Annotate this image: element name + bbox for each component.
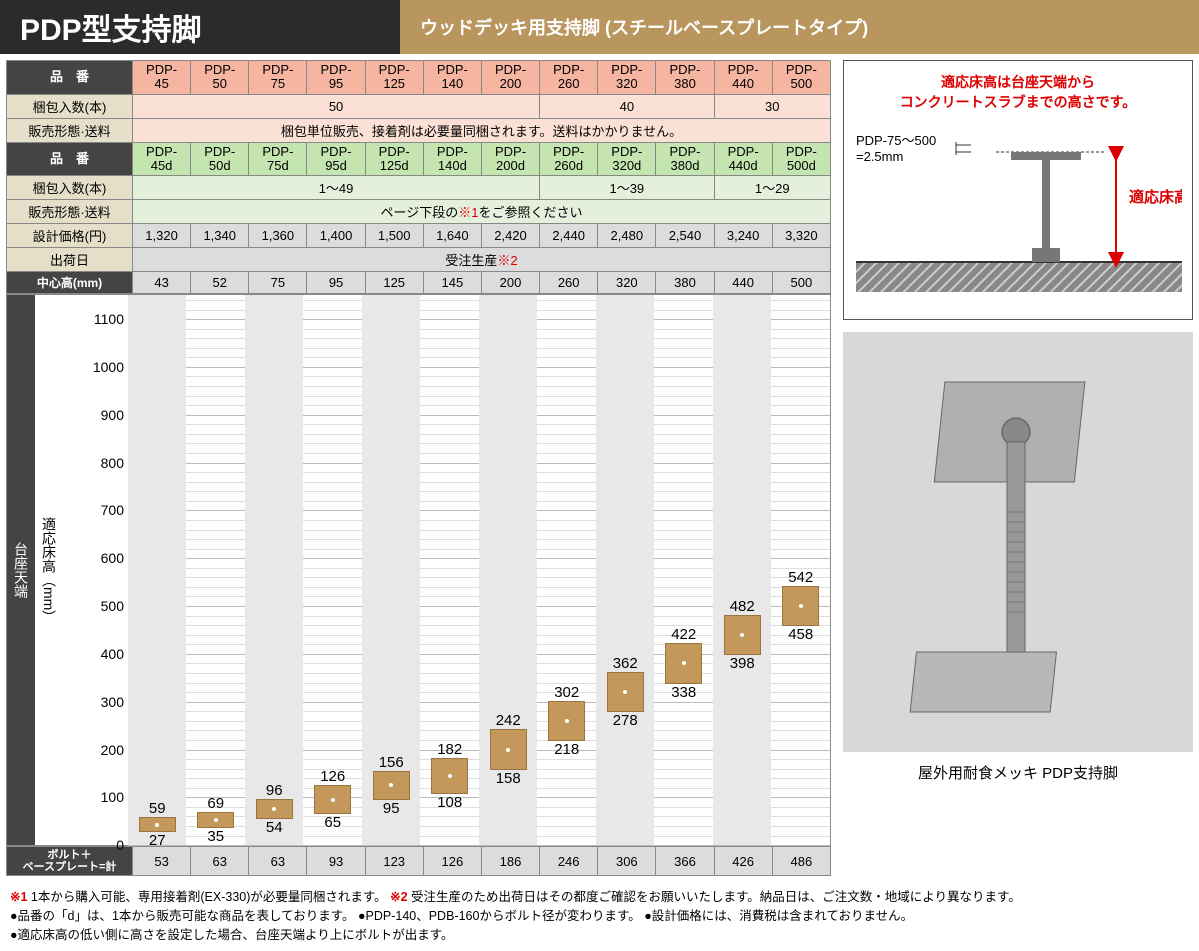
label-hanbai-1: 販売形態·送料: [7, 118, 133, 142]
svg-text:=2.5mm: =2.5mm: [856, 149, 903, 164]
shukka-value: 受注生産※2: [133, 248, 831, 272]
spec-table: 品 番 PDP-45PDP-50PDP-75PDP-95PDP-125PDP-1…: [6, 60, 831, 294]
green-hanbai: ページ下段の※1をご参照ください: [133, 200, 831, 224]
bolt-table: ボルト＋ ベースプレート=計 5363639312312618624630636…: [6, 846, 831, 876]
label-bolt: ボルト＋ ベースプレート=計: [7, 847, 133, 876]
label-hanbai-2: 販売形態·送料: [7, 200, 133, 224]
page-subtitle: ウッドデッキ用支持脚 (スチールベースプレートタイプ): [400, 0, 1199, 54]
product-photo: [843, 332, 1193, 752]
footnotes: ※1 1本から購入可能、専用接着剤(EX-330)が必要量同梱されます。 ※2 …: [0, 882, 1199, 950]
label-sekkei: 設計価格(円): [7, 224, 133, 248]
svg-text:PDP-75～500: PDP-75～500: [856, 133, 936, 148]
label-konpo-1: 梱包入数(本): [7, 94, 133, 118]
label-konpo-2: 梱包入数(本): [7, 176, 133, 200]
chart-ylabel-2: 適応床高（mm）: [35, 295, 63, 845]
photo-caption: 屋外用耐食メッキ PDP支持脚: [843, 762, 1193, 783]
label-chushinkou: 中心高(mm): [7, 272, 133, 294]
diagram-svg: 適応床高 PDP-75～500 =2.5mm: [856, 112, 1182, 302]
diagram-box: 適応床高は台座天端から コンクリートスラブまでの高さです。: [843, 60, 1193, 320]
range-chart: 台座天端 適応床高（mm） 01002003004005006007008009…: [6, 294, 831, 846]
chart-ylabel-1: 台座天端: [7, 295, 35, 845]
label-hinban-2: 品 番: [7, 142, 133, 176]
page-title: PDP型支持脚: [0, 0, 400, 54]
pink-hanbai: 梱包単位販売、接着剤は必要量同梱されます。送料はかかりません。: [133, 118, 831, 142]
label-hinban-1: 品 番: [7, 61, 133, 95]
svg-text:適応床高: 適応床高: [1129, 188, 1182, 206]
label-shukka: 出荷日: [7, 248, 133, 272]
header-bar: PDP型支持脚 ウッドデッキ用支持脚 (スチールベースプレートタイプ): [0, 0, 1199, 54]
